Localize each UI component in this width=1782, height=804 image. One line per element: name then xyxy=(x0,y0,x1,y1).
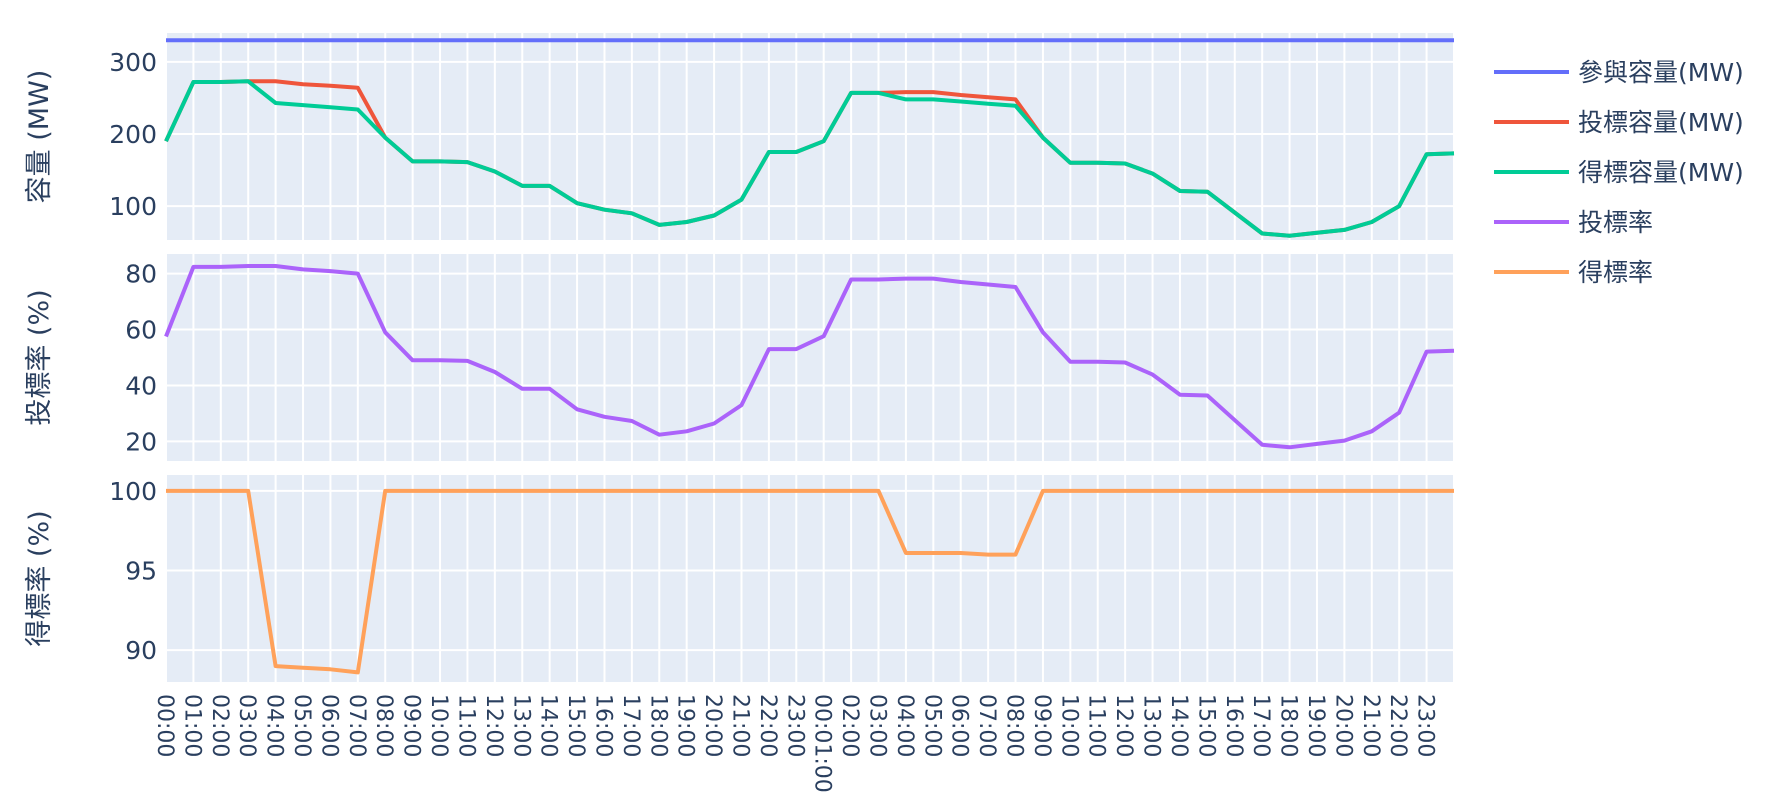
x-tick-label: 21:00 xyxy=(727,694,752,757)
x-tick-label: 04:00 xyxy=(892,694,917,757)
x-tick-label: 05:00 xyxy=(289,694,314,757)
x-tick-label: 11:00 xyxy=(453,694,478,757)
x-tick-label: 12:00 xyxy=(481,694,506,757)
x-tick-label: 10:00 xyxy=(1056,694,1081,757)
x-tick-label: 06:00 xyxy=(316,694,341,757)
legend-label[interactable]: 投標容量(MW) xyxy=(1578,108,1744,137)
y-axis-title-2: 投標率 (%) xyxy=(24,289,55,425)
x-tick-label: 22:00 xyxy=(755,694,780,757)
x-tick-label: 12:00 xyxy=(1111,694,1136,757)
x-tick-label: 16:00 xyxy=(1221,694,1246,757)
x-tick-label: 10:00 xyxy=(426,694,451,757)
x-tick-label: 20:00 xyxy=(700,694,725,757)
x-tick-label: 23:00 xyxy=(1413,694,1438,757)
x-tick-label: 02:00 xyxy=(837,694,862,757)
series-line xyxy=(164,264,1455,450)
x-tick-label: 17:00 xyxy=(618,694,643,757)
plot-area-1 xyxy=(166,33,1454,240)
x-tick-label: 17:00 xyxy=(1248,694,1273,757)
legend-label[interactable]: 得標容量(MW) xyxy=(1578,158,1744,187)
legend-label[interactable]: 投標率 xyxy=(1578,208,1653,237)
y-axis-title-3: 得標率 (%) xyxy=(24,510,55,646)
x-tick-label: 09:00 xyxy=(1029,694,1054,757)
x-tick-label: 13:00 xyxy=(1139,694,1164,757)
x-tick-label: 15:00 xyxy=(563,694,588,757)
x-tick-label: 03:00 xyxy=(865,694,890,757)
x-tick-label: 15:00 xyxy=(1193,694,1218,757)
x-tick-label: 16:00 xyxy=(590,694,615,757)
x-tick-label: 13:00 xyxy=(508,694,533,757)
x-tick-label: 14:00 xyxy=(1166,694,1191,757)
x-tick-label: 07:00 xyxy=(344,694,369,757)
y-tick-label: 200 xyxy=(109,120,157,149)
x-tick-label: 18:00 xyxy=(645,694,670,757)
x-tick-label: 11:00 xyxy=(1084,694,1109,757)
y-tick-label: 100 xyxy=(109,192,157,221)
x-tick-label: 03:00 xyxy=(234,694,259,757)
x-tick-label: 09:00 xyxy=(399,694,424,757)
x-tick-label: 18:00 xyxy=(1276,694,1301,757)
x-tick-label: 01:00 xyxy=(179,694,204,757)
x-tick-label: 07:00 xyxy=(974,694,999,757)
y-tick-label: 20 xyxy=(125,427,157,456)
x-tick-label: 14:00 xyxy=(536,694,561,757)
x-tick-label: 08:00 xyxy=(1002,694,1027,757)
x-tick-label: 06:00 xyxy=(947,694,972,757)
x-tick-label: 23:00 xyxy=(782,694,807,757)
y-tick-label: 60 xyxy=(125,316,157,345)
legend-label[interactable]: 得標率 xyxy=(1578,258,1653,287)
y-tick-label: 100 xyxy=(109,477,157,506)
x-tick-label: 05:00 xyxy=(919,694,944,757)
y-tick-label: 300 xyxy=(109,48,157,77)
y-tick-label: 80 xyxy=(125,260,157,289)
x-tick-label: 02:00 xyxy=(207,694,232,757)
y-axis-title-1: 容量 (MW) xyxy=(24,70,55,204)
series-line xyxy=(164,79,1455,238)
x-tick-label: 00:01:00 xyxy=(810,694,835,793)
y-tick-label: 40 xyxy=(125,371,157,400)
x-tick-label: 20:00 xyxy=(1330,694,1355,757)
x-tick-label: 00:00 xyxy=(152,694,177,757)
x-tick-label: 08:00 xyxy=(371,694,396,757)
plot-area-2 xyxy=(166,254,1454,461)
x-tick-label: 19:00 xyxy=(1303,694,1328,757)
x-tick-label: 22:00 xyxy=(1385,694,1410,757)
series-line xyxy=(166,488,1454,675)
y-tick-label: 95 xyxy=(125,557,157,586)
x-tick-label: 19:00 xyxy=(673,694,698,757)
x-tick-label: 21:00 xyxy=(1358,694,1383,757)
legend-label[interactable]: 參與容量(MW) xyxy=(1578,58,1744,87)
y-tick-label: 90 xyxy=(125,636,157,665)
x-tick-label: 04:00 xyxy=(262,694,287,757)
